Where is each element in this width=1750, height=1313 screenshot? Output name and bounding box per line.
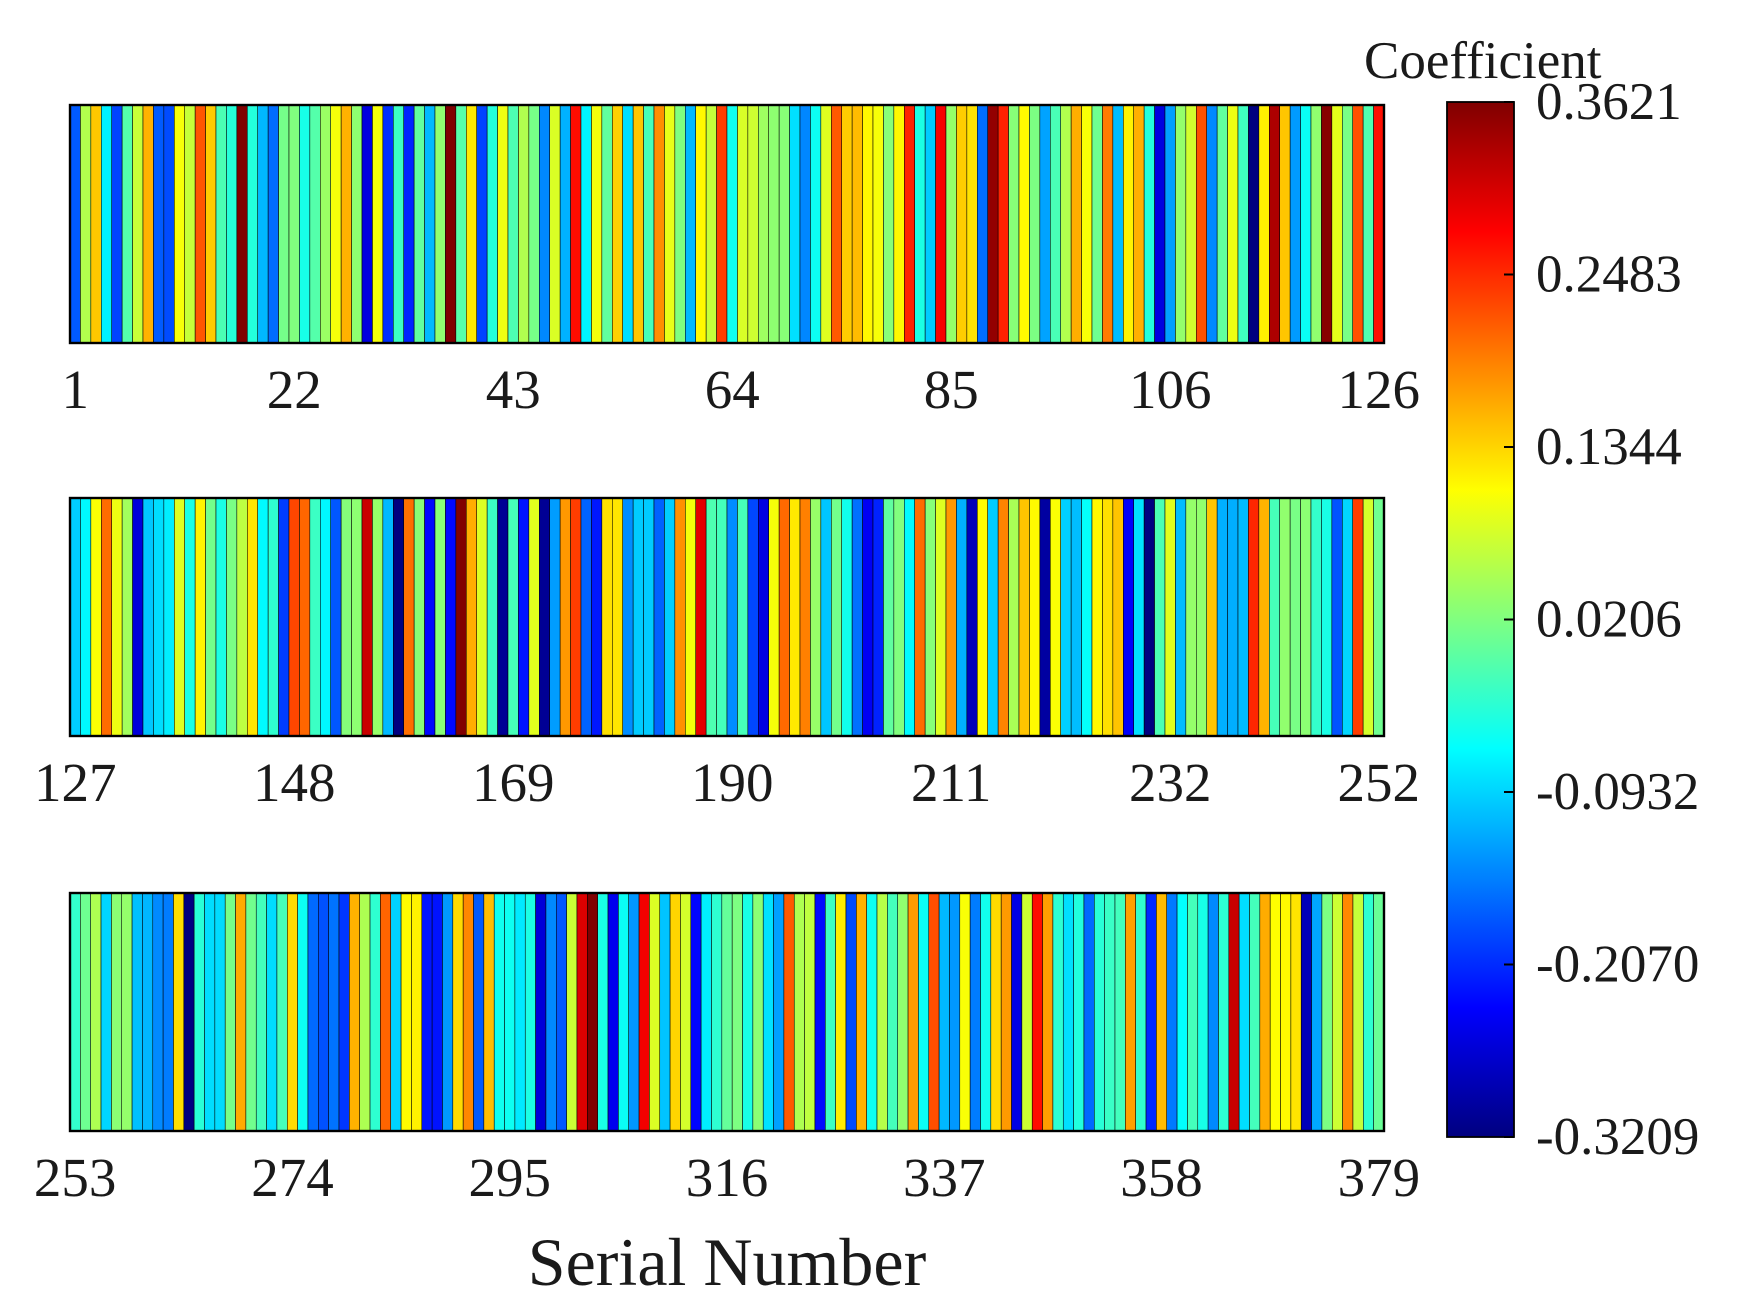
svg-text:-0.0932: -0.0932 xyxy=(1536,763,1699,821)
svg-text:Coefficient: Coefficient xyxy=(1364,32,1602,90)
svg-text:337: 337 xyxy=(903,1147,986,1208)
svg-text:22: 22 xyxy=(267,359,322,420)
svg-text:0.2483: 0.2483 xyxy=(1536,246,1682,304)
svg-text:127: 127 xyxy=(34,752,117,813)
svg-text:253: 253 xyxy=(34,1147,117,1208)
svg-text:379: 379 xyxy=(1338,1147,1421,1208)
svg-text:Serial Number: Serial Number xyxy=(528,1224,927,1300)
svg-text:358: 358 xyxy=(1120,1147,1203,1208)
svg-text:295: 295 xyxy=(468,1147,551,1208)
svg-text:85: 85 xyxy=(924,359,979,420)
svg-text:64: 64 xyxy=(705,359,760,420)
svg-text:232: 232 xyxy=(1129,752,1212,813)
svg-text:1: 1 xyxy=(61,359,89,420)
svg-text:316: 316 xyxy=(686,1147,769,1208)
svg-text:106: 106 xyxy=(1129,359,1212,420)
svg-text:252: 252 xyxy=(1338,752,1421,813)
svg-text:148: 148 xyxy=(253,752,336,813)
svg-text:190: 190 xyxy=(691,752,774,813)
svg-text:211: 211 xyxy=(911,752,991,813)
svg-text:-0.2070: -0.2070 xyxy=(1536,936,1699,994)
svg-text:-0.3209: -0.3209 xyxy=(1536,1108,1699,1166)
svg-text:43: 43 xyxy=(486,359,541,420)
svg-text:126: 126 xyxy=(1338,359,1421,420)
svg-text:274: 274 xyxy=(251,1147,334,1208)
svg-text:0.1344: 0.1344 xyxy=(1536,418,1682,476)
svg-text:169: 169 xyxy=(472,752,555,813)
svg-text:0.0206: 0.0206 xyxy=(1536,591,1682,649)
